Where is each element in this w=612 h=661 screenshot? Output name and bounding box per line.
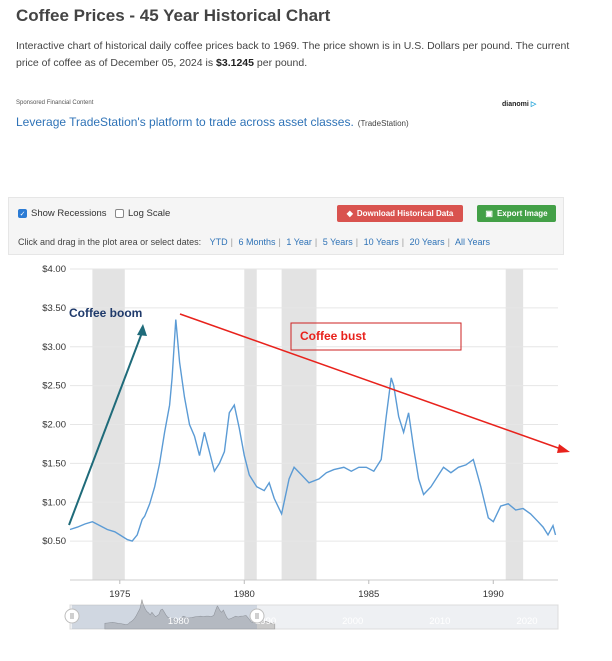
- y-tick-label: $2.00: [42, 420, 66, 431]
- image-icon: ▣: [485, 209, 493, 218]
- x-tick-label: 1980: [234, 589, 255, 600]
- navigator-handle-right[interactable]: [249, 608, 265, 624]
- range-ytd[interactable]: YTD: [209, 237, 228, 247]
- checkbox-unchecked-icon[interactable]: [115, 209, 124, 218]
- boom-arrowhead-icon: [137, 324, 147, 336]
- download-icon: ◆: [346, 209, 353, 218]
- range-20-years[interactable]: 20 Years: [409, 237, 445, 247]
- navigator-series: [104, 599, 276, 630]
- page-description: Interactive chart of historical daily co…: [16, 38, 586, 72]
- y-axis: $4.00 $3.50 $3.00 $2.50 $2.00 $1.50 $1.00 $0.50: [42, 264, 66, 547]
- show-recessions-checkbox[interactable]: ✓ Show Recessions: [18, 208, 107, 219]
- x-tick-label: 1975: [109, 589, 130, 600]
- log-scale-label: Log Scale: [128, 208, 171, 219]
- export-label: Export Image: [496, 209, 548, 218]
- navigator-year-label: 2010: [429, 616, 450, 627]
- chart-controls-panel: ✓ Show Recessions Log Scale ◆ Download His…: [8, 197, 564, 255]
- x-tick-label: 1985: [358, 589, 379, 600]
- y-tick-label: $1.00: [42, 497, 66, 508]
- adchoices-icon[interactable]: ▷: [530, 101, 537, 108]
- download-historical-data-button[interactable]: ◆ Download Historical Data: [337, 205, 463, 222]
- x-tick-label: 1990: [483, 589, 504, 600]
- download-label: Download Historical Data: [356, 209, 454, 218]
- ad-link[interactable]: Leverage TradeStation's platform to trad…: [16, 115, 409, 129]
- coffee-bust-label: Coffee bust: [300, 329, 366, 343]
- boom-arrow: [68, 329, 144, 526]
- description-suffix: per pound.: [253, 57, 308, 69]
- range-5-years[interactable]: 5 Years: [322, 237, 353, 247]
- log-scale-checkbox[interactable]: Log Scale: [115, 208, 170, 219]
- range-10-years[interactable]: 10 Years: [363, 237, 399, 247]
- date-range-selector: Click and drag in the plot area or selec…: [18, 237, 490, 247]
- navigator-labels: 1980 1990 2000 2010 2020: [168, 616, 538, 627]
- y-tick-label: $0.50: [42, 536, 66, 547]
- x-axis: 1975 1980 1985 1990: [70, 579, 558, 600]
- y-tick-label: $1.50: [42, 458, 66, 469]
- ad-link-text[interactable]: Leverage TradeStation's platform to trad…: [16, 115, 354, 129]
- page-title: Coffee Prices - 45 Year Historical Chart: [16, 6, 331, 25]
- navigator-year-label: 1990: [255, 616, 276, 627]
- price-chart[interactable]: $4.00 $3.50 $3.00 $2.50 $2.00 $1.50 $1.00 $0.50…: [0, 258, 612, 658]
- dianomi-brand: dianomi: [502, 101, 529, 108]
- ad-source: (TradeStation): [357, 119, 409, 128]
- navigator-year-label: 1980: [168, 616, 189, 627]
- coffee-boom-label: Coffee boom: [69, 306, 142, 320]
- grip-icon[interactable]: [249, 608, 265, 624]
- range-all-years[interactable]: All Years: [454, 237, 490, 247]
- price-line: [69, 319, 557, 542]
- navigator-handle-left[interactable]: [64, 608, 80, 624]
- y-tick-label: $3.50: [42, 303, 66, 314]
- grip-icon[interactable]: [64, 608, 80, 624]
- navigator-year-label: 2020: [516, 616, 537, 627]
- y-tick-label: $4.00: [42, 264, 66, 275]
- range-1-year[interactable]: 1 Year: [286, 237, 312, 247]
- dianomi-logo[interactable]: dianomi ▷: [502, 100, 536, 108]
- navigator-selection[interactable]: [72, 605, 257, 629]
- current-price: $3.1245: [216, 57, 254, 69]
- bust-arrowhead-icon: [557, 444, 570, 453]
- show-recessions-label: Show Recessions: [31, 208, 107, 219]
- description-text: Interactive chart of historical daily co…: [16, 40, 570, 69]
- navigator-year-label: 2000: [342, 616, 363, 627]
- coffee-bust-box: [290, 322, 462, 351]
- export-image-button[interactable]: ▣ Export Image: [477, 205, 556, 222]
- bust-arrow: [179, 313, 562, 450]
- range-navigator[interactable]: 1980 1990 2000 2010 2020: [64, 599, 559, 630]
- checkbox-checked-icon[interactable]: ✓: [18, 209, 27, 218]
- range-6-months[interactable]: 6 Months: [238, 237, 276, 247]
- date-prompt: Click and drag in the plot area or selec…: [18, 237, 202, 247]
- gridlines: [70, 268, 558, 542]
- y-tick-label: $3.00: [42, 342, 66, 353]
- y-tick-label: $2.50: [42, 381, 66, 392]
- sponsored-label: Sponsored Financial Content: [16, 100, 94, 106]
